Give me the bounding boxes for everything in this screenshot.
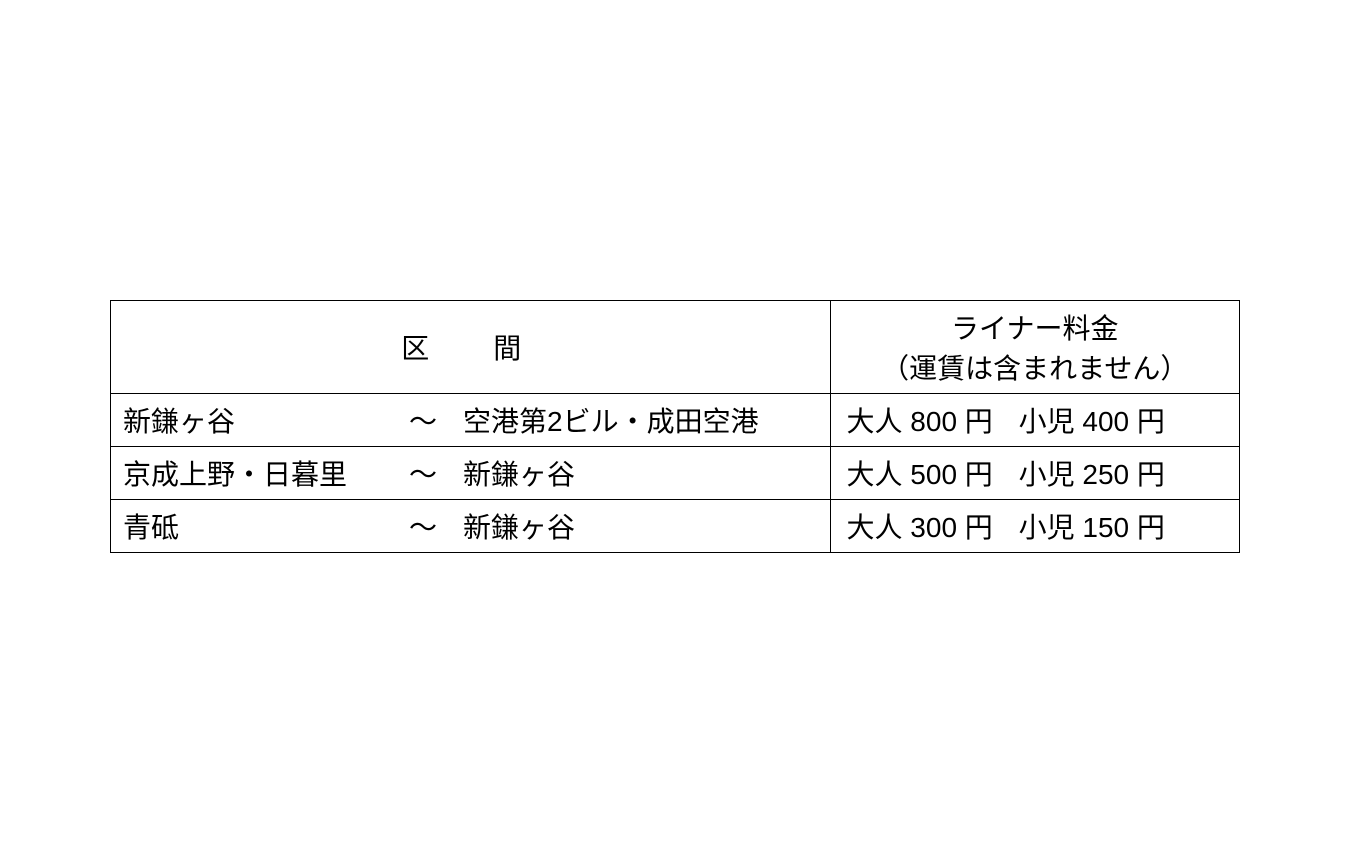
child-unit: 円 [1137,512,1165,543]
section-from: 新鎌ヶ谷 [123,400,383,440]
fare-cell: 大人 800 円 小児 400 円 [830,394,1240,447]
table-row: 新鎌ヶ谷 ～ 空港第2ビル・成田空港 大人 800 円 小児 400 円 [111,394,1240,447]
adult-price: 800 [910,406,957,437]
fare-adult: 大人 500 円 [847,453,993,493]
fare-table: 区 間 ライナー料金 （運賃は含まれません） 新鎌ヶ谷 ～ 空港第2ビル・成田空… [110,300,1240,553]
adult-label: 大人 [847,459,903,490]
section-from: 青砥 [123,506,383,546]
adult-label: 大人 [847,406,903,437]
section-tilde: ～ [383,453,463,493]
table-row: 青砥 ～ 新鎌ヶ谷 大人 300 円 小児 150 円 [111,500,1240,553]
table-row: 京成上野・日暮里 ～ 新鎌ヶ谷 大人 500 円 小児 250 円 [111,447,1240,500]
child-label: 小児 [1019,406,1075,437]
adult-price: 300 [910,512,957,543]
fare-adult: 大人 800 円 [847,400,993,440]
fare-child: 小児 150 円 [1019,506,1165,546]
section-to: 新鎌ヶ谷 [463,506,818,546]
child-price: 400 [1082,406,1129,437]
header-fare-line1: ライナー料金 [843,307,1228,347]
section-cell: 新鎌ヶ谷 ～ 空港第2ビル・成田空港 [111,394,831,447]
adult-unit: 円 [965,512,993,543]
header-fare-line2: （運賃は含まれません） [843,347,1228,387]
adult-price: 500 [910,459,957,490]
fare-child: 小児 250 円 [1019,453,1165,493]
adult-unit: 円 [965,459,993,490]
table-body: 新鎌ヶ谷 ～ 空港第2ビル・成田空港 大人 800 円 小児 400 円 [111,394,1240,553]
table-header-row: 区 間 ライナー料金 （運賃は含まれません） [111,301,1240,394]
adult-label: 大人 [847,512,903,543]
fare-table-container: 区 間 ライナー料金 （運賃は含まれません） 新鎌ヶ谷 ～ 空港第2ビル・成田空… [110,300,1240,553]
fare-cell: 大人 500 円 小児 250 円 [830,447,1240,500]
section-from: 京成上野・日暮里 [123,453,383,493]
child-price: 250 [1082,459,1129,490]
section-to: 新鎌ヶ谷 [463,453,818,493]
section-cell: 京成上野・日暮里 ～ 新鎌ヶ谷 [111,447,831,500]
header-fare: ライナー料金 （運賃は含まれません） [830,301,1240,394]
section-cell: 青砥 ～ 新鎌ヶ谷 [111,500,831,553]
child-label: 小児 [1019,512,1075,543]
child-label: 小児 [1019,459,1075,490]
section-tilde: ～ [383,506,463,546]
header-section-label: 区 間 [401,333,539,364]
section-to: 空港第2ビル・成田空港 [463,400,818,440]
child-unit: 円 [1137,406,1165,437]
fare-child: 小児 400 円 [1019,400,1165,440]
fare-adult: 大人 300 円 [847,506,993,546]
header-section: 区 間 [111,301,831,394]
child-price: 150 [1082,512,1129,543]
adult-unit: 円 [965,406,993,437]
fare-cell: 大人 300 円 小児 150 円 [830,500,1240,553]
child-unit: 円 [1137,459,1165,490]
section-tilde: ～ [383,400,463,440]
